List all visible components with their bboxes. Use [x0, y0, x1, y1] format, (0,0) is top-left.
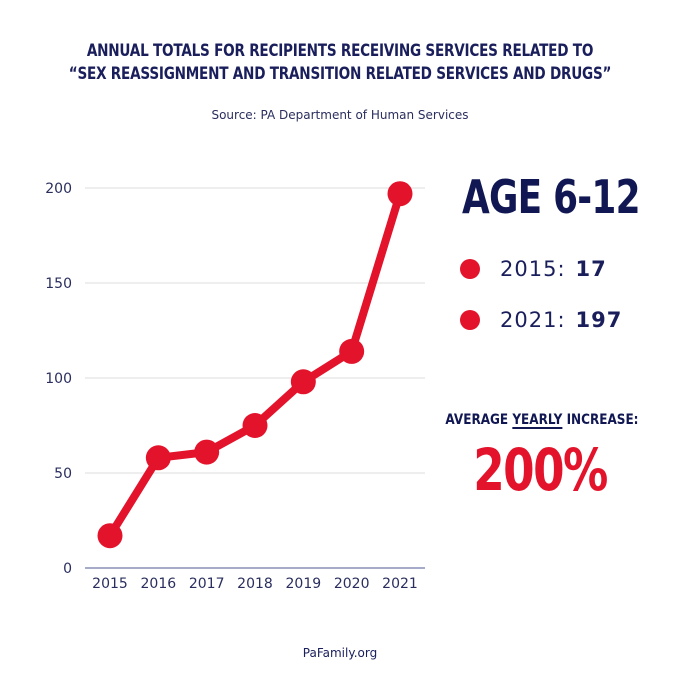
series-path	[106, 189, 404, 540]
y-axis-ticks: 0 50 100 150 200	[45, 181, 72, 577]
average-label-prefix: AVERAGE	[445, 412, 513, 428]
source-note: Source: PA Department of Human Services	[211, 108, 469, 122]
x-tick-label: 2017	[189, 576, 225, 592]
x-tick-label: 2016	[141, 576, 177, 592]
x-tick-label: 2015	[92, 576, 128, 592]
average-increase-value: 200%	[473, 436, 608, 504]
y-tick-label: 200	[45, 181, 72, 197]
x-axis-ticks: 2015 2016 2017 2018 2019 2020 2021	[92, 576, 418, 592]
x-tick-label: 2018	[237, 576, 273, 592]
chart-title-line-2: “SEX REASSIGNMENT AND TRANSITION RELATED…	[68, 64, 612, 84]
stat-value: 17	[575, 257, 607, 281]
bullet-dot-icon	[460, 310, 480, 330]
average-increase-label: AVERAGE YEARLY INCREASE:	[445, 412, 638, 428]
x-tick-label: 2021	[382, 576, 418, 592]
chart-title: ANNUAL TOTALS FOR RECIPIENTS RECEIVING S…	[68, 40, 612, 86]
average-label-suffix: INCREASE:	[562, 412, 639, 428]
y-tick-label: 100	[45, 371, 72, 387]
data-point	[145, 445, 171, 471]
y-tick-label: 0	[63, 561, 72, 577]
data-point	[242, 413, 268, 438]
x-tick-label: 2020	[334, 576, 370, 592]
grid-lines	[85, 187, 425, 474]
stat-value: 197	[575, 308, 623, 332]
x-tick-label: 2019	[286, 576, 322, 592]
data-point	[194, 439, 220, 465]
stat-year-label: 2021:	[500, 308, 566, 332]
y-tick-label: 50	[54, 466, 72, 482]
stat-2015: 2015: 17	[460, 254, 607, 284]
bullet-dot-icon	[460, 259, 480, 279]
stat-year-label: 2015:	[500, 257, 566, 281]
chart-title-line-1: ANNUAL TOTALS FOR RECIPIENTS RECEIVING S…	[86, 41, 594, 61]
series-line	[97, 181, 413, 549]
data-point	[290, 369, 316, 395]
data-point	[97, 523, 123, 549]
average-label-underlined: YEARLY	[512, 412, 563, 428]
stat-2021: 2021: 197	[460, 305, 622, 335]
data-point	[339, 338, 365, 364]
y-tick-label: 150	[45, 276, 72, 292]
data-point	[387, 181, 413, 207]
footer-site: PaFamily.org	[302, 646, 378, 660]
age-group-title: AGE 6-12	[462, 170, 641, 224]
